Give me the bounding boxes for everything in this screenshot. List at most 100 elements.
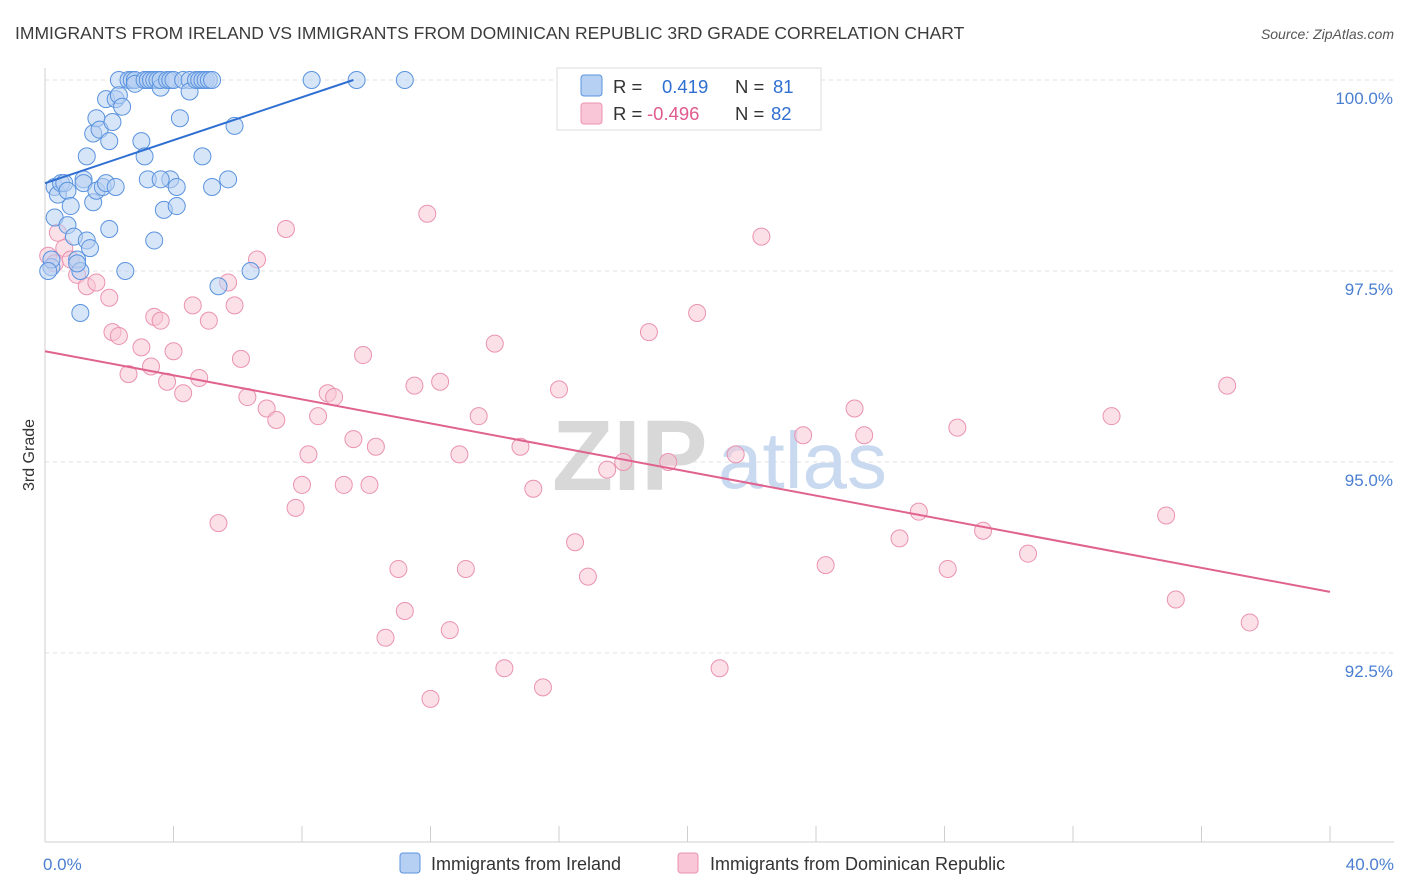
ireland-point-78 — [68, 254, 87, 273]
dominican-point-69 — [794, 426, 813, 445]
dominican-point-74 — [909, 502, 928, 521]
ireland-point-56 — [167, 177, 186, 196]
dominican-point-72 — [855, 426, 874, 445]
y-tick-label-0: 100.0% — [1335, 89, 1393, 108]
ireland-point-13 — [71, 304, 90, 323]
dominican-point-50 — [450, 445, 469, 464]
trendlines — [44, 79, 1331, 593]
dominican-point-78 — [1019, 544, 1038, 563]
dominican-point-18 — [174, 384, 193, 403]
ireland-point-77 — [39, 262, 58, 280]
stats-box: R = 0.419 N = 81 R = -0.496 N = 82 — [556, 67, 822, 131]
ireland-point-68 — [203, 177, 222, 196]
dominican-point-7 — [87, 273, 106, 292]
dominican-point-29 — [267, 410, 286, 429]
dominican-point-46 — [418, 204, 437, 223]
ireland-point-74 — [347, 71, 366, 89]
dominican-point-20 — [190, 368, 209, 387]
ireland-point-33 — [113, 97, 132, 116]
dominican-point-37 — [334, 475, 353, 494]
dominican-point-57 — [533, 678, 552, 697]
dominican-point-15 — [151, 311, 170, 330]
y-axis-label: 3rd Grade — [21, 419, 38, 491]
dominican-point-25 — [231, 349, 250, 368]
dominican-point-65 — [688, 304, 707, 323]
x-tick-label-right: 40.0% — [1346, 855, 1394, 874]
ireland-point-39 — [132, 132, 151, 151]
dominican-point-73 — [890, 529, 909, 548]
dominican-point-68 — [752, 227, 771, 246]
ireland-point-75 — [395, 71, 414, 89]
dominican-point-79 — [1102, 407, 1121, 426]
dominican-point-70 — [816, 556, 835, 575]
dominican-point-61 — [598, 460, 617, 479]
dominican-point-80 — [1157, 506, 1176, 525]
stats-pink-n-label: N = — [735, 103, 764, 124]
dominican-point-21 — [199, 311, 218, 330]
dominican-point-31 — [286, 498, 305, 517]
ireland-point-79 — [106, 177, 125, 196]
axes — [44, 68, 1394, 843]
dominican-point-53 — [485, 334, 504, 353]
stats-blue-r-label: R = — [613, 76, 642, 97]
dominican-point-17 — [164, 342, 183, 361]
ireland-point-63 — [193, 147, 212, 166]
trendline-ireland — [44, 79, 354, 185]
dominican-point-38 — [344, 430, 363, 449]
ireland-point-16 — [77, 147, 96, 166]
dominican-point-67 — [726, 445, 745, 464]
stats-pink-r-label: R = — [613, 103, 642, 124]
dominican-point-24 — [225, 296, 244, 315]
series-ireland-points — [39, 71, 633, 323]
dominican-point-71 — [845, 399, 864, 418]
stats-blue-n-value: 81 — [773, 76, 794, 97]
y-tick-label-3: 92.5% — [1345, 662, 1393, 681]
dominican-point-11 — [119, 365, 138, 384]
dominican-point-30 — [276, 219, 295, 238]
dominican-point-34 — [309, 407, 328, 426]
dominican-point-28 — [257, 399, 276, 418]
trendline-dominican — [44, 350, 1331, 593]
stats-swatch-pink — [580, 102, 603, 125]
dominican-point-55 — [511, 437, 530, 456]
ireland-point-27 — [100, 132, 119, 151]
stats-blue-r-value: 0.419 — [662, 76, 708, 97]
stats-pink-r-value: -0.496 — [647, 103, 699, 124]
dominican-point-42 — [376, 628, 395, 647]
source-label: Source: ZipAtlas.com — [1261, 26, 1394, 42]
ireland-point-80 — [151, 170, 170, 189]
ireland-point-55 — [167, 197, 186, 216]
dominican-point-47 — [421, 689, 440, 708]
stats-blue-n-label: N = — [735, 76, 764, 97]
dominican-point-60 — [578, 567, 597, 586]
dominican-point-49 — [440, 621, 459, 640]
dominican-point-43 — [389, 559, 408, 578]
dominican-point-39 — [354, 346, 373, 365]
legend-swatch-dominican — [677, 852, 699, 874]
dominican-point-48 — [431, 372, 450, 391]
dominican-point-51 — [456, 559, 475, 578]
ireland-point-18 — [80, 239, 99, 258]
dominican-point-58 — [550, 380, 568, 399]
dominican-point-22 — [209, 514, 228, 533]
dominican-point-10 — [109, 326, 128, 345]
dominican-point-82 — [1218, 376, 1237, 395]
y-tick-labels: 100.0% 97.5% 95.0% 92.5% — [1335, 89, 1393, 681]
dominican-point-81 — [1166, 590, 1185, 609]
dominican-point-76 — [948, 418, 967, 437]
stats-swatch-blue — [580, 74, 603, 97]
ireland-point-73 — [302, 71, 321, 89]
ireland-point-8 — [58, 181, 77, 200]
dominican-point-59 — [566, 533, 585, 552]
dominican-point-83 — [1240, 613, 1259, 632]
dominican-point-66 — [710, 659, 729, 678]
legend-label-ireland: Immigrants from Ireland — [431, 854, 621, 874]
dominican-point-32 — [293, 475, 311, 494]
dominican-point-45 — [405, 376, 424, 395]
ireland-point-9 — [61, 197, 80, 216]
dominican-point-52 — [469, 407, 488, 426]
dominican-point-36 — [325, 388, 344, 407]
ireland-point-69 — [209, 277, 228, 296]
dominican-point-56 — [524, 479, 543, 498]
